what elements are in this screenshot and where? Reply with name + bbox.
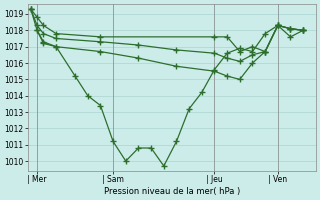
X-axis label: Pression niveau de la mer( hPa ): Pression niveau de la mer( hPa ) [104,187,240,196]
